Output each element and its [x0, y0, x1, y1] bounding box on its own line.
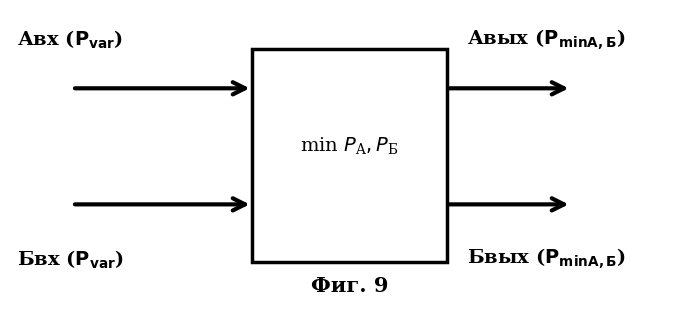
- Text: Бвх ($\mathbf{P}_{\mathbf{var}}$): Бвх ($\mathbf{P}_{\mathbf{var}}$): [17, 248, 124, 271]
- Text: Авх ($\mathbf{P}_{\mathbf{var}}$): Авх ($\mathbf{P}_{\mathbf{var}}$): [17, 28, 123, 51]
- Text: Авых ($\mathbf{P}_{\mathbf{minA,Б}}$): Авых ($\mathbf{P}_{\mathbf{minA,Б}}$): [468, 27, 626, 52]
- Text: min $\it{P}$$_\mathregular{A}$$\it{,P}$$_\mathregular{Б}$: min $\it{P}$$_\mathregular{A}$$\it{,P}$$…: [300, 136, 399, 157]
- Text: Бвых ($\mathbf{P}_{\mathbf{minA,Б}}$): Бвых ($\mathbf{P}_{\mathbf{minA,Б}}$): [468, 247, 626, 272]
- Text: Фиг. 9: Фиг. 9: [311, 276, 388, 296]
- Bar: [252, 49, 447, 262]
